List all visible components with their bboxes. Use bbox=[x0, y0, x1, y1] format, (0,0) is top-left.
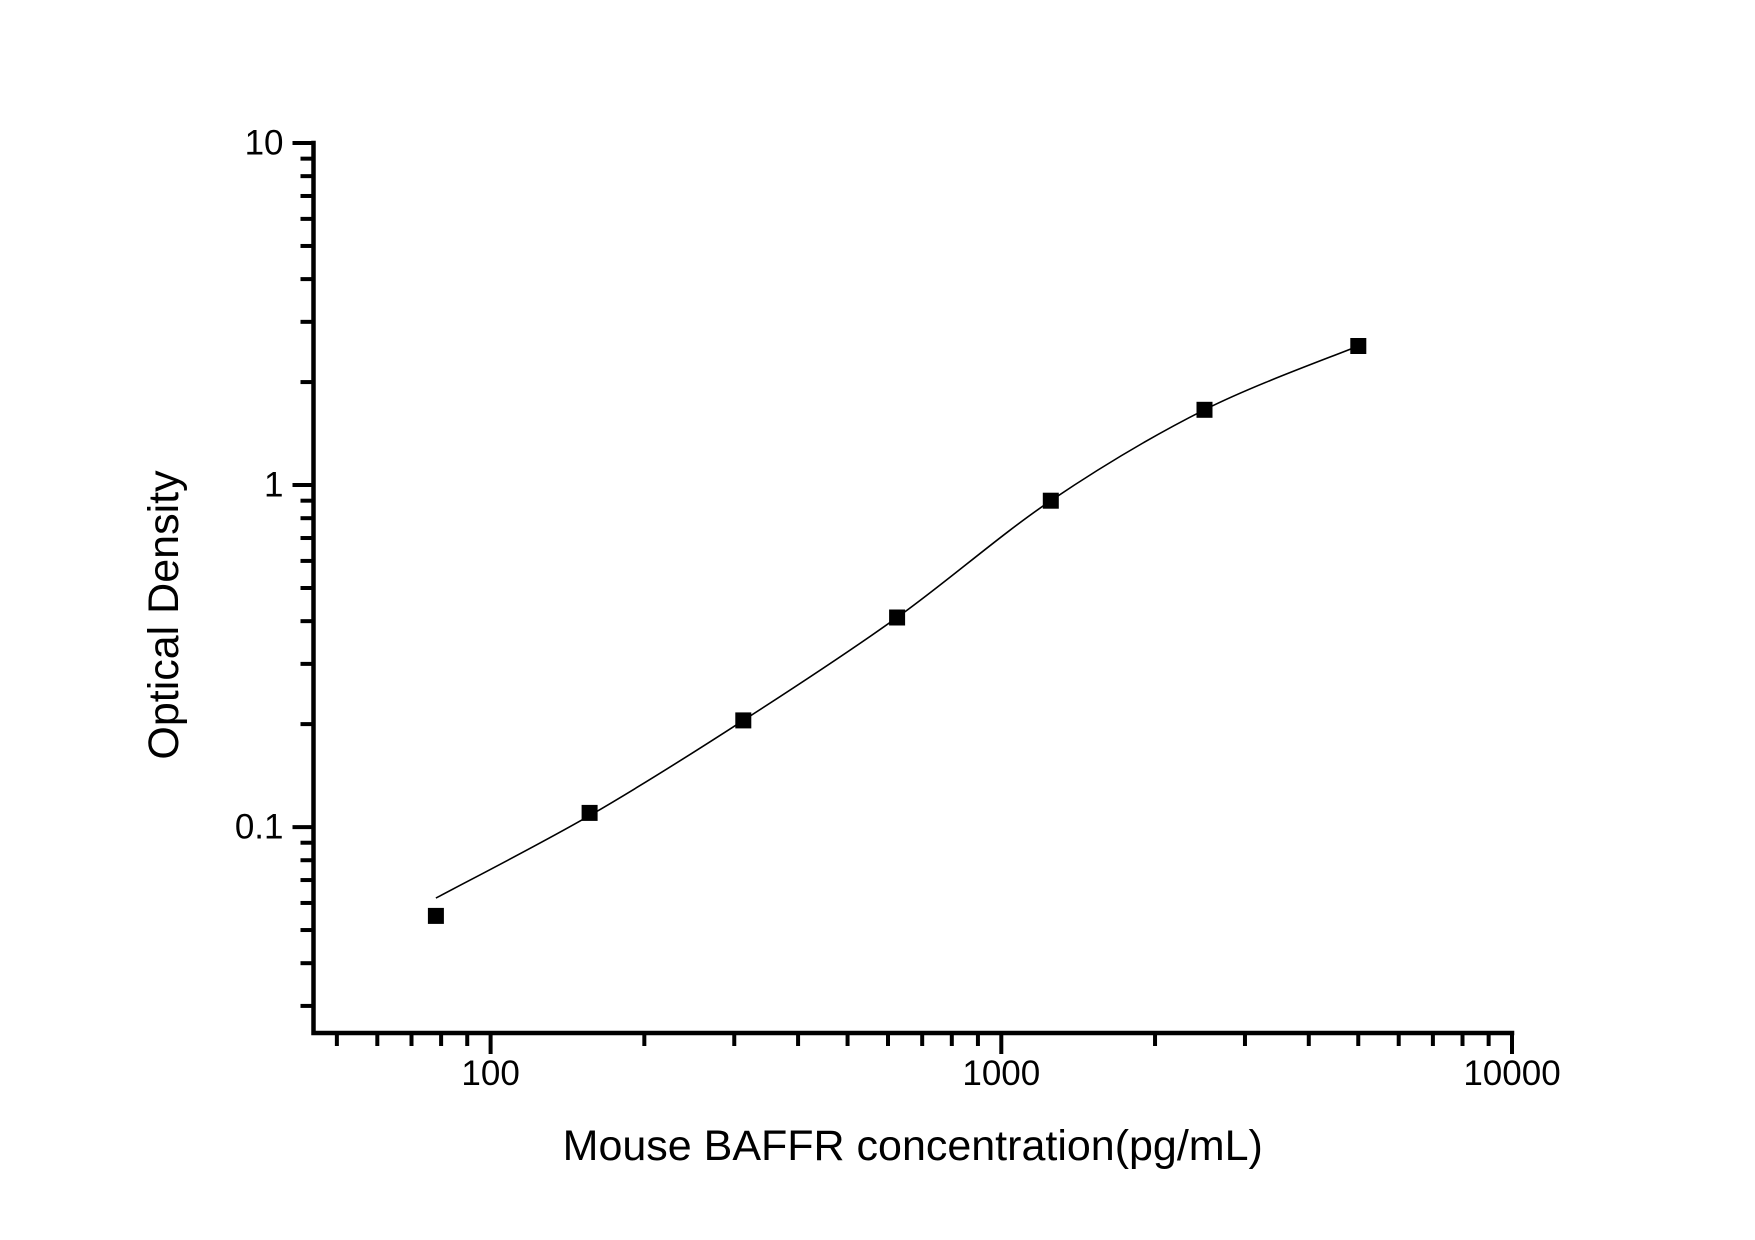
x-tick-label: 1000 bbox=[962, 1054, 1040, 1093]
data-point-marker bbox=[1196, 401, 1213, 418]
axis-tick-labels: 10 1 0.1 100 1000 10000 bbox=[235, 124, 1561, 1093]
y-tick-label: 10 bbox=[245, 124, 284, 163]
y-axis-title: Optical Density bbox=[140, 470, 188, 760]
axis-ticks bbox=[292, 141, 1514, 1054]
y-tick-label: 0.1 bbox=[235, 808, 284, 847]
data-points bbox=[427, 338, 1367, 924]
data-point-marker bbox=[1350, 338, 1367, 354]
axis-lines bbox=[311, 140, 1515, 1036]
axis-line bbox=[311, 140, 1515, 1036]
data-point-marker bbox=[735, 712, 752, 729]
data-point-marker bbox=[889, 609, 906, 626]
data-point-marker bbox=[1042, 492, 1059, 509]
x-tick-label: 10000 bbox=[1463, 1054, 1560, 1093]
y-tick-label: 1 bbox=[264, 466, 283, 505]
x-tick-label: 100 bbox=[461, 1054, 519, 1093]
data-point-marker bbox=[581, 804, 598, 821]
x-axis-title: Mouse BAFFR concentration(pg/mL) bbox=[563, 1122, 1263, 1170]
data-point-marker bbox=[427, 907, 444, 924]
